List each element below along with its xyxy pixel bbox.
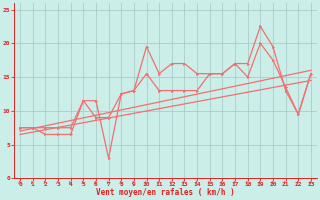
X-axis label: Vent moyen/en rafales ( km/h ): Vent moyen/en rafales ( km/h ) <box>96 188 235 197</box>
